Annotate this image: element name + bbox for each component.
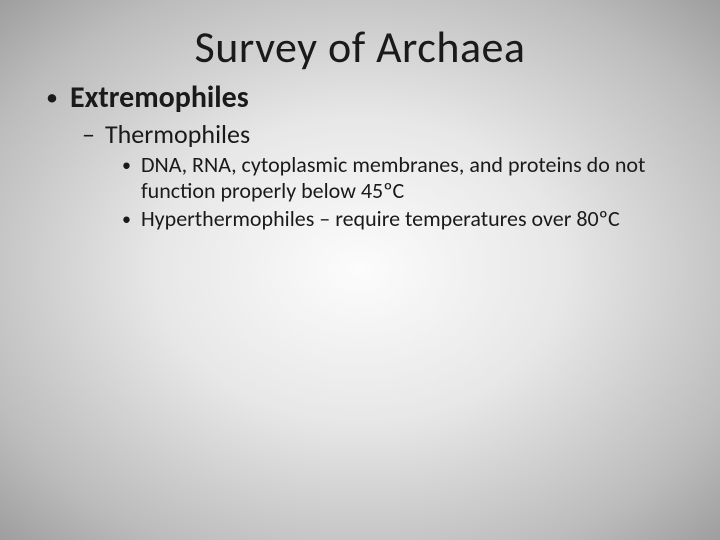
bullet-text: Extremophiles [70, 80, 249, 116]
slide-title: Survey of Archaea [40, 20, 680, 74]
bullet-level-2: – Thermophiles [82, 118, 680, 150]
bullet-marker-icon: – [82, 118, 95, 150]
bullet-level-1: • Extremophiles [46, 80, 680, 116]
bullet-text: Hyperthermophiles – require temperatures… [141, 206, 620, 232]
bullet-level-3: • Hyperthermophiles – require temperatur… [122, 206, 680, 232]
bullet-level-3: • DNA, RNA, cytoplasmic membranes, and p… [122, 152, 680, 204]
bullet-marker-icon: • [122, 206, 131, 232]
bullet-text: Thermophiles [105, 118, 250, 150]
bullet-marker-icon: • [122, 152, 131, 178]
bullet-text: DNA, RNA, cytoplasmic membranes, and pro… [141, 152, 680, 204]
bullet-marker-icon: • [46, 80, 58, 116]
slide: Survey of Archaea • Extremophiles – Ther… [0, 0, 720, 540]
